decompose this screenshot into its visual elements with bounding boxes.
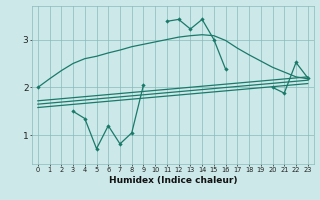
X-axis label: Humidex (Indice chaleur): Humidex (Indice chaleur) (108, 176, 237, 185)
